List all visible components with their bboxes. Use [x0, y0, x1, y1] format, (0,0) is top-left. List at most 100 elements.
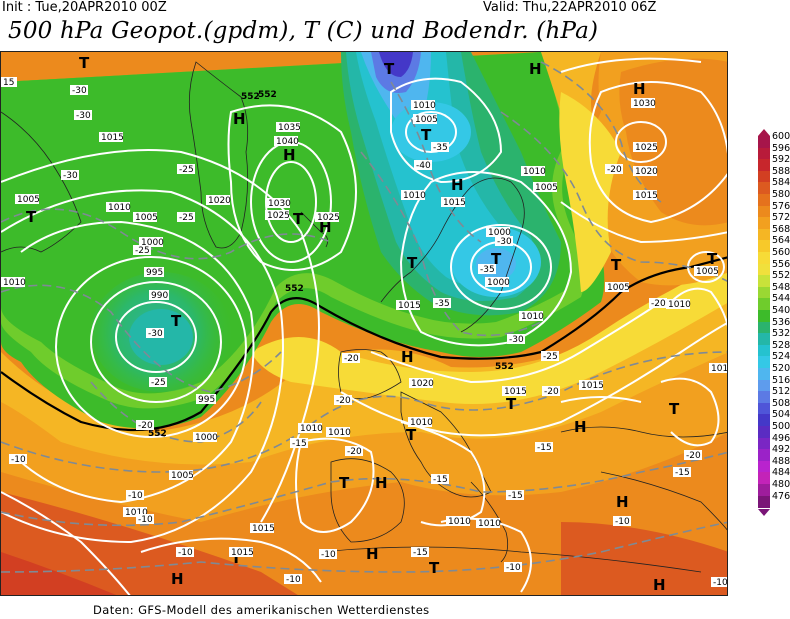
temp-label: -25 [149, 377, 167, 388]
legend-swatch [758, 205, 770, 218]
legend-value: 568 [772, 223, 790, 235]
legend-swatch [758, 252, 770, 264]
svg-text:-20: -20 [544, 387, 559, 397]
isobar-label: 995 [196, 394, 216, 405]
high-center-letter: H [233, 110, 246, 128]
temp-label: -20 [684, 450, 702, 461]
isobar-label: 1005 [15, 194, 40, 205]
isobar-label: 1020 [206, 195, 231, 206]
svg-text:-15: -15 [413, 548, 428, 558]
isotherm-30-w [1, 284, 282, 393]
temp-label: -10 [613, 516, 631, 527]
temp-label: -15 [535, 442, 553, 453]
svg-text:1010: 1010 [300, 424, 323, 434]
temp-label: -10 [136, 514, 154, 525]
legend-value: 528 [772, 339, 790, 351]
legend-value: 484 [772, 467, 790, 479]
isobar-label: 995 [144, 267, 164, 278]
temp-label: -40 [414, 160, 432, 171]
svg-text:-10: -10 [506, 563, 521, 573]
canada-coast [1, 111, 82, 253]
svg-text:-25: -25 [179, 213, 194, 223]
isobar-label: 1025 [315, 212, 340, 223]
svg-text:-35: -35 [480, 265, 495, 275]
low-center-letter: T [384, 60, 395, 78]
low-center-letter: T [669, 400, 680, 418]
low-center-letter: T [429, 559, 440, 577]
temp-label: -30 [61, 170, 79, 181]
isobar-label: 1010 [326, 427, 351, 438]
isobar-label: 1010 [1, 277, 26, 288]
valid-time: Valid: Thu,22APR2010 06Z [483, 0, 657, 15]
legend-swatch [758, 472, 770, 485]
isobar-label: 1005 [413, 114, 438, 125]
data-source-footer: Daten: GFS-Modell des amerikanischen Wet… [93, 603, 430, 617]
cold-pool-core [379, 52, 413, 77]
svg-text:1010: 1010 [521, 312, 544, 322]
temp-label: -10 [319, 549, 337, 560]
header: Init : Tue,20APR2010 00Z Valid: Thu,22AP… [0, 0, 790, 48]
legend-value: 512 [772, 386, 790, 398]
temp-label: -25 [133, 245, 151, 256]
legend-swatch [758, 484, 770, 496]
svg-text:-15: -15 [292, 439, 307, 449]
temp-label: -30 [74, 110, 92, 121]
low-center-letter: T [171, 312, 182, 330]
svg-text:1025: 1025 [267, 211, 290, 221]
temp-label: -20 [136, 420, 154, 431]
isobar-1005-w [20, 220, 255, 504]
svg-text:-10: -10 [713, 578, 728, 588]
legend-swatch [758, 194, 770, 206]
legend-value: 600 [772, 131, 790, 142]
svg-text:-10: -10 [615, 517, 630, 527]
high-center-letter: H [653, 576, 666, 594]
svg-text:-15: -15 [508, 491, 523, 501]
svg-text:-35: -35 [435, 299, 450, 309]
low-center-letter: T [407, 254, 418, 272]
high-center-letter: H [574, 418, 587, 436]
isobar-1000 [55, 256, 247, 438]
svg-text:1015: 1015 [231, 548, 254, 558]
isobar-label: 1030 [266, 198, 291, 209]
svg-text:995: 995 [146, 268, 163, 278]
isobars [1, 57, 727, 595]
isobar-label: 1015 [99, 132, 124, 143]
svg-text:1000: 1000 [487, 278, 510, 288]
mideast-coast [600, 471, 727, 531]
chart-title: 500 hPa Geopot.(gpdm), T (C) und Bodendr… [8, 18, 599, 44]
legend-value: 564 [772, 235, 790, 247]
legend-swatch [758, 217, 770, 230]
geo-label: 552 [148, 429, 167, 439]
isobar-1010-n [390, 77, 503, 184]
coastlines [1, 61, 727, 573]
low-center-letter: T [406, 426, 417, 444]
legend-swatch [758, 449, 770, 462]
pressure-centers: T T H H H H T H T T H T T T T T H T H T … [26, 54, 718, 594]
svg-text:-10: -10 [321, 550, 336, 560]
legend-swatch [758, 136, 770, 148]
isobar-label: 1010 [666, 299, 691, 310]
legend-swatch [758, 147, 770, 160]
legend-value: 496 [772, 432, 790, 444]
svg-text:-10: -10 [286, 575, 301, 585]
svg-text:-30: -30 [76, 111, 91, 121]
svg-text:1000: 1000 [141, 238, 164, 248]
isobar-label: 990 [149, 290, 169, 301]
legend-value: 480 [772, 479, 790, 490]
britain-coast [338, 349, 402, 400]
svg-text:1005: 1005 [171, 471, 194, 481]
isobar-label: 1015 [250, 523, 275, 534]
legend-swatch [758, 402, 770, 415]
svg-text:1015: 1015 [101, 133, 124, 143]
svg-text:-30: -30 [63, 171, 78, 181]
isobar-1025-n [227, 104, 357, 271]
isobar-label: 1015 [633, 190, 658, 201]
legend-swatch [758, 414, 770, 427]
svg-text:995: 995 [198, 395, 215, 405]
isobar-1015-ne [560, 201, 727, 244]
svg-text:1005: 1005 [17, 195, 40, 205]
isobar-1015-c [370, 301, 662, 384]
isobar-label: 1010 [476, 518, 501, 529]
svg-text:1040: 1040 [276, 137, 299, 147]
geopotential-labels: 552 552 552 552 552 [148, 90, 514, 439]
